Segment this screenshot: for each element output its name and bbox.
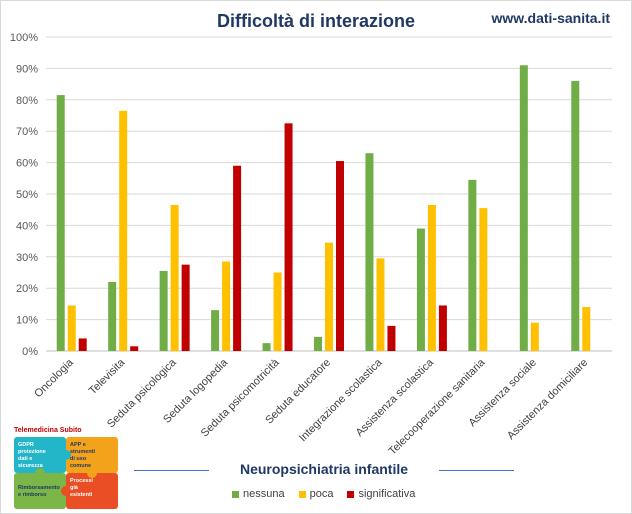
puzzle-knob: [61, 486, 71, 496]
bar-significativa: [438, 305, 447, 351]
legend-swatch: [347, 490, 355, 498]
bar-nessuna: [211, 310, 220, 351]
bar-significativa: [284, 123, 293, 351]
bar-nessuna: [108, 281, 117, 351]
bar-poca: [582, 307, 591, 351]
bar-nessuna: [571, 80, 580, 352]
x-tick-label: Telecooperazione sanitaria: [386, 356, 488, 458]
legend-label: significativa: [358, 488, 416, 500]
legend-label: poca: [309, 488, 334, 500]
y-tick-label: 50%: [16, 189, 38, 201]
bar-poca: [119, 110, 128, 351]
puzzle-piece-label: sicurezza: [18, 463, 44, 469]
puzzle-piece-label: comune: [70, 463, 91, 469]
puzzle-knob: [61, 450, 71, 460]
y-tick-label: 90%: [16, 63, 38, 75]
y-tick-label: 60%: [16, 158, 38, 170]
legend-item-significativa: significativa: [347, 488, 415, 500]
bar-significativa: [336, 161, 344, 351]
bar-significativa: [78, 338, 87, 351]
bar-poca: [273, 272, 282, 351]
puzzle-piece-label: GDPR: [18, 442, 34, 448]
x-tick-label: Oncologia: [32, 356, 76, 400]
legend-label: nessuna: [243, 488, 285, 500]
y-tick-label: 30%: [16, 252, 38, 264]
bar-nessuna: [262, 343, 271, 351]
x-tick-label: Televisita: [87, 356, 128, 397]
chart-subtitle: Neuropsichiatria infantile: [239, 461, 409, 477]
puzzle-piece: [14, 473, 66, 509]
bar-nessuna: [416, 228, 425, 351]
bar-poca: [530, 322, 539, 351]
bar-poca: [376, 258, 385, 351]
puzzle-piece-label: APP e: [70, 442, 86, 448]
bar-nessuna: [468, 179, 477, 351]
x-tick-label: Integrazione scolastica: [297, 356, 385, 444]
bar-nessuna: [159, 270, 168, 351]
bar-poca: [170, 204, 179, 351]
bar-poca: [67, 305, 76, 351]
puzzle-piece-label: già: [70, 485, 79, 491]
bar-significativa: [130, 346, 139, 351]
bar-nessuna: [56, 95, 65, 351]
puzzle-piece-label: dati e: [18, 456, 32, 462]
puzzle-piece: [66, 473, 118, 509]
bar-poca: [222, 261, 231, 351]
chart-legend: nessuna poca significativa: [232, 486, 429, 502]
bar-nessuna: [365, 153, 374, 351]
legend-item-poca: poca: [298, 488, 334, 500]
y-tick-label: 100%: [10, 32, 38, 44]
puzzle-knob: [35, 468, 45, 478]
y-tick-label: 70%: [16, 126, 38, 138]
subtitle-rule-left: [134, 470, 209, 471]
bar-significativa: [387, 325, 396, 351]
bar-poca: [479, 208, 488, 351]
legend-swatch: [232, 490, 239, 498]
puzzle-piece-label: Processi: [70, 478, 93, 484]
puzzle-knob: [87, 468, 97, 478]
subtitle-rule-right: [439, 470, 514, 471]
bar-nessuna: [314, 336, 322, 351]
site-url: www.dati-sanita.it: [491, 10, 611, 26]
puzzle-piece: [14, 437, 66, 473]
y-tick-label: 0%: [22, 346, 38, 358]
y-tick-label: 80%: [16, 95, 38, 107]
puzzle-piece-label: di uso: [70, 456, 87, 462]
puzzle-piece: [66, 437, 118, 473]
bar-significativa: [181, 264, 190, 351]
puzzle-piece-label: strumenti: [70, 449, 96, 455]
legend-swatch: [298, 490, 306, 498]
puzzle-piece-label: Rimborsamento: [18, 485, 61, 491]
subtitle-block: Neuropsichiatria infantile: [134, 458, 514, 480]
logo-title: Telemedicina Subito: [14, 427, 82, 434]
puzzle-piece-label: protezione: [18, 449, 46, 455]
y-tick-label: 20%: [16, 283, 38, 295]
bar-poca: [427, 204, 436, 351]
chart-title: Difficoltà di interazione: [216, 11, 416, 31]
y-tick-label: 10%: [16, 315, 38, 327]
puzzle-piece-label: e rimborso: [18, 492, 47, 498]
bar-significativa: [233, 165, 242, 351]
y-tick-label: 40%: [16, 220, 38, 232]
bar-poca: [325, 242, 333, 351]
bar-nessuna: [519, 65, 528, 351]
puzzle-piece-label: esistenti: [70, 492, 93, 498]
legend-item-nessuna: nessuna: [232, 488, 285, 500]
